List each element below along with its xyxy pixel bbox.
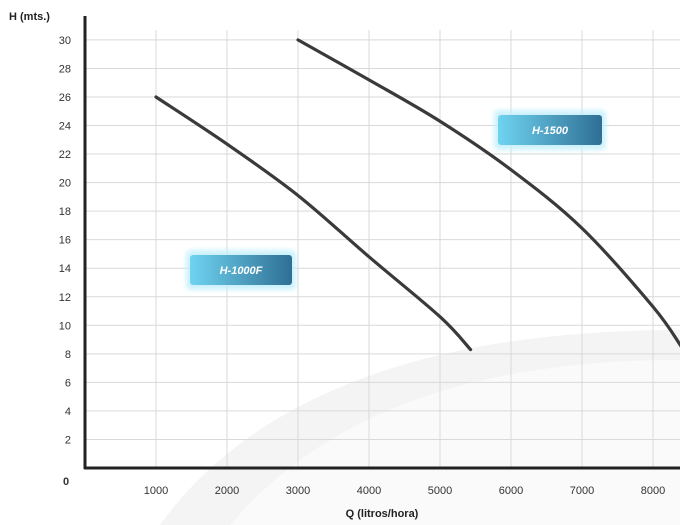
y-tick-label: 26	[59, 92, 71, 104]
y-tick-label: 20	[59, 178, 71, 190]
series-label-h1500: H-1500	[532, 125, 569, 137]
legend-badge-h1500: H-1500	[494, 110, 606, 150]
x-tick-label: 5000	[428, 485, 452, 497]
y-tick-label: 8	[65, 349, 71, 361]
legend-badge-h1000f: H-1000F	[186, 250, 296, 290]
y-tick-label: 4	[65, 406, 71, 418]
y-tick-label: 14	[59, 263, 71, 275]
x-tick-label: 8000	[641, 485, 665, 497]
x-tick-label: 1000	[144, 485, 168, 497]
series-line-h1000f	[154, 95, 473, 352]
x-tick-label: 7000	[570, 485, 594, 497]
x-tick-label: 3000	[286, 485, 310, 497]
y-tick-label: 22	[59, 149, 71, 161]
y-tick-label: 30	[59, 35, 71, 47]
x-tick-labels: 1000 2000 3000 4000 5000 6000 7000 8000	[144, 485, 665, 497]
series-label-h1000f: H-1000F	[220, 265, 263, 277]
background-swoosh-inner	[230, 360, 680, 525]
y-tick-label: 6	[65, 377, 71, 389]
y-tick-label: 2	[65, 434, 71, 446]
x-tick-label: 6000	[499, 485, 523, 497]
x-axis-title: Q (litros/hora)	[346, 508, 419, 520]
y-tick-label: 16	[59, 235, 71, 247]
y-tick-label: 10	[59, 320, 71, 332]
grid	[85, 30, 680, 468]
origin-label: 0	[63, 476, 69, 488]
axes	[83, 16, 680, 470]
y-tick-label: 12	[59, 292, 71, 304]
y-axis-title: H (mts.)	[9, 11, 50, 23]
series-line-h1500	[296, 38, 680, 348]
y-tick-label: 24	[59, 121, 71, 133]
series-layer	[154, 38, 680, 352]
x-tick-label: 2000	[215, 485, 239, 497]
y-tick-label: 18	[59, 206, 71, 218]
x-tick-label: 4000	[357, 485, 381, 497]
y-tick-label: 28	[59, 63, 71, 75]
